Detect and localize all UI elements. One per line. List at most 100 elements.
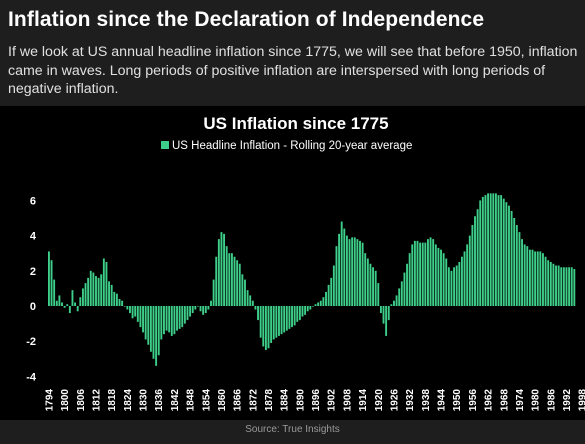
bar	[233, 256, 236, 306]
chart-panel: US Inflation since 1775 US Headline Infl…	[0, 106, 585, 420]
bar	[335, 246, 338, 306]
bar	[330, 277, 333, 306]
bar	[228, 253, 231, 306]
x-tick-label: 1956	[468, 389, 479, 412]
bar	[246, 290, 249, 306]
inflation-chart: US Inflation since 1775 US Headline Infl…	[26, 114, 585, 412]
bar	[343, 228, 346, 306]
bar	[100, 274, 103, 306]
bar	[241, 274, 244, 306]
bar	[460, 256, 463, 306]
bar	[293, 306, 296, 326]
legend-label: US Headline Inflation - Rolling 20-year …	[172, 140, 412, 152]
bar	[309, 306, 312, 310]
bar	[500, 195, 503, 306]
bar	[283, 306, 286, 333]
bar	[121, 300, 124, 306]
bar	[515, 225, 518, 306]
page-subtitle: If we look at US annual headline inflati…	[8, 44, 578, 97]
bar	[531, 249, 534, 306]
bar	[372, 267, 374, 306]
bar	[102, 258, 105, 306]
source-note: Source: True Insights	[245, 424, 340, 435]
bar	[108, 281, 110, 306]
bar	[471, 225, 474, 306]
bar	[544, 256, 547, 306]
bar	[53, 279, 56, 306]
bar	[142, 306, 144, 333]
bar	[115, 293, 118, 306]
bar	[359, 240, 361, 306]
x-tick-label: 1878	[264, 389, 275, 412]
bar	[79, 297, 82, 306]
bar	[149, 306, 152, 352]
bar	[366, 258, 369, 306]
bar	[68, 306, 71, 314]
bar	[105, 262, 108, 306]
bar	[364, 253, 367, 306]
bar	[492, 193, 495, 306]
bar	[327, 284, 330, 306]
x-tick-label: 1932	[405, 389, 416, 412]
x-tick-label: 1950	[452, 389, 463, 412]
bar	[408, 253, 411, 306]
bar	[113, 291, 116, 306]
bar	[508, 205, 510, 306]
bar	[314, 304, 317, 306]
bar	[489, 193, 492, 306]
bar	[552, 263, 555, 306]
bar	[421, 242, 424, 306]
bar	[66, 304, 69, 306]
bar	[71, 290, 74, 306]
x-tick-label: 1974	[515, 389, 526, 412]
bar	[476, 209, 479, 306]
bar	[345, 235, 348, 306]
bar	[453, 267, 456, 306]
bar	[176, 306, 178, 331]
x-tick-label: 1842	[170, 389, 181, 412]
bar	[429, 237, 432, 306]
bar	[134, 306, 137, 317]
bar	[306, 306, 309, 312]
x-tick-label: 1824	[123, 389, 134, 412]
x-tick-label: 1902	[327, 389, 338, 412]
bar	[296, 306, 299, 322]
x-axis-ticks: 1794 1800 1806 1812 1818 1824 1830 1836 1842 1848…	[44, 389, 585, 412]
x-tick-label: 1968	[499, 389, 510, 412]
bar	[275, 306, 278, 338]
bar	[348, 239, 351, 306]
bar	[136, 306, 139, 322]
bar	[487, 193, 490, 306]
x-tick-label: 1992	[562, 389, 573, 412]
bar	[379, 306, 382, 314]
bar	[244, 279, 246, 306]
bar	[139, 306, 142, 328]
bar	[280, 306, 283, 335]
bar	[249, 295, 252, 306]
bar	[494, 193, 497, 306]
x-tick-label: 1794	[44, 389, 55, 412]
x-tick-label: 1836	[154, 389, 165, 412]
bar	[353, 237, 356, 306]
bar	[568, 267, 571, 306]
bar	[251, 300, 254, 306]
bar	[270, 306, 273, 343]
bar	[419, 242, 422, 306]
bar	[450, 270, 453, 306]
bar	[332, 265, 335, 306]
bar	[455, 265, 458, 306]
bar	[424, 242, 427, 306]
bar	[95, 276, 97, 306]
bar	[123, 306, 126, 307]
bar	[479, 200, 482, 306]
bar	[217, 239, 220, 306]
bar	[377, 283, 380, 306]
bar	[565, 267, 568, 306]
x-tick-label: 1962	[484, 389, 495, 412]
bar	[468, 235, 471, 306]
bar	[549, 262, 552, 306]
x-tick-label: 1944	[437, 389, 448, 412]
bar	[178, 306, 181, 329]
x-tick-label: 1896	[311, 389, 322, 412]
bar	[58, 295, 61, 306]
